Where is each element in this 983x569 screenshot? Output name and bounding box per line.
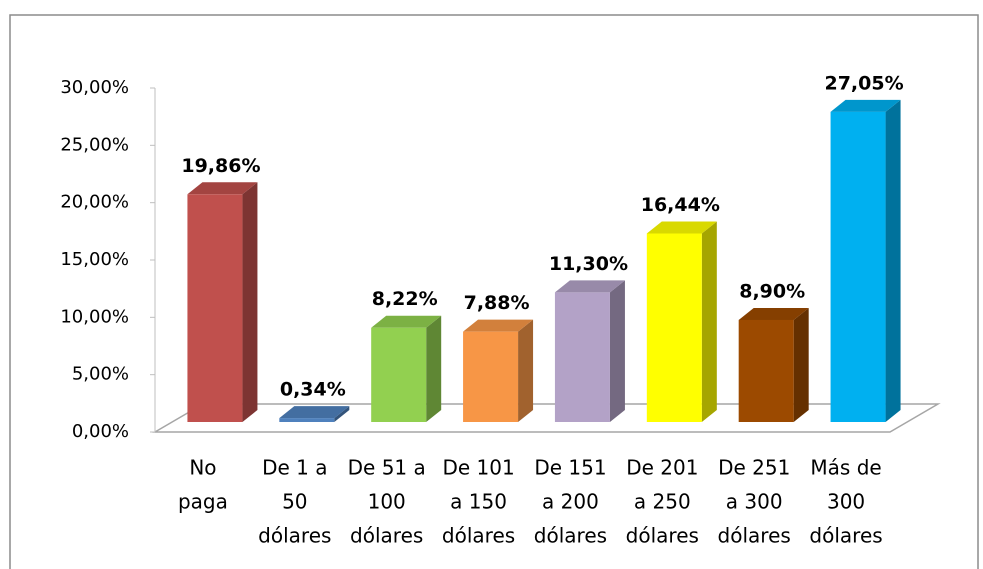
bar (279, 406, 350, 422)
bar (646, 221, 717, 422)
x-tick-label: dólares (442, 524, 515, 548)
y-tick-label: 30,00% (60, 77, 129, 98)
bar-top (279, 406, 350, 419)
x-tick-label: De 101 (442, 456, 514, 480)
bar-top (371, 315, 442, 328)
y-tick-label: 10,00% (60, 306, 129, 327)
value-label: 11,30% (549, 253, 628, 275)
x-tick-label: dólares (534, 524, 607, 548)
x-tick-label: a 250 (634, 490, 691, 514)
x-tick-label: De 51 a (348, 456, 426, 480)
bar-front (646, 233, 702, 422)
bar-side (701, 221, 717, 422)
bar (371, 315, 442, 422)
x-tick-label: No (189, 456, 216, 480)
bar-front (279, 418, 335, 422)
bar-top (554, 280, 625, 293)
y-tick-label: 15,00% (60, 249, 129, 270)
bar-front (738, 319, 794, 422)
value-label: 27,05% (824, 72, 903, 94)
x-tick-label: Más de (810, 456, 881, 480)
value-label: 16,44% (641, 194, 720, 216)
bar (187, 182, 258, 422)
x-tick-label: 300 (827, 490, 865, 514)
y-tick-label: 5,00% (72, 364, 129, 385)
bar (554, 280, 625, 422)
x-tick-label: De 1 a (262, 456, 327, 480)
value-label: 8,22% (372, 288, 438, 310)
bar (830, 99, 901, 423)
value-label: 0,34% (280, 379, 346, 401)
x-tick-label: 50 (282, 490, 307, 514)
x-tick-label: dólares (350, 524, 423, 548)
bar-top (187, 182, 258, 195)
bar-side (793, 307, 809, 422)
bar-top (830, 99, 901, 112)
y-tick-label: 0,00% (72, 421, 129, 442)
y-tick-label: 20,00% (60, 192, 129, 213)
bar-side (242, 182, 258, 422)
bar-front (554, 292, 610, 422)
x-tick-label: a 300 (726, 490, 783, 514)
bar-side (426, 315, 442, 422)
bar-front (371, 327, 427, 422)
bar (463, 319, 534, 422)
bar-top (463, 319, 534, 332)
x-tick-label: a 200 (542, 490, 599, 514)
bar-front (830, 111, 886, 423)
bar (738, 307, 809, 422)
x-tick-label: dólares (626, 524, 699, 548)
x-tick-label: dólares (809, 524, 882, 548)
x-tick-label: De 201 (626, 456, 698, 480)
bar-top (738, 307, 809, 320)
x-tick-label: dólares (718, 524, 791, 548)
x-tick-label: De 151 (534, 456, 606, 480)
bar-side (885, 99, 901, 423)
x-tick-label: De 251 (718, 456, 790, 480)
y-tick-label: 25,00% (60, 134, 129, 155)
value-label: 19,86% (181, 155, 260, 177)
x-tick-label: 100 (368, 490, 406, 514)
x-tick-label: paga (178, 490, 228, 514)
bar-side (518, 319, 534, 422)
bar-side (334, 406, 350, 422)
value-label: 8,90% (739, 280, 805, 302)
chart-frame (9, 14, 979, 569)
x-tick-label: a 150 (450, 490, 507, 514)
bar-side (609, 280, 625, 422)
floor (152, 403, 941, 433)
bar-front (187, 194, 243, 422)
bar-front (463, 331, 519, 422)
value-label: 7,88% (464, 292, 530, 314)
bar-top (646, 221, 717, 234)
x-tick-label: dólares (258, 524, 331, 548)
